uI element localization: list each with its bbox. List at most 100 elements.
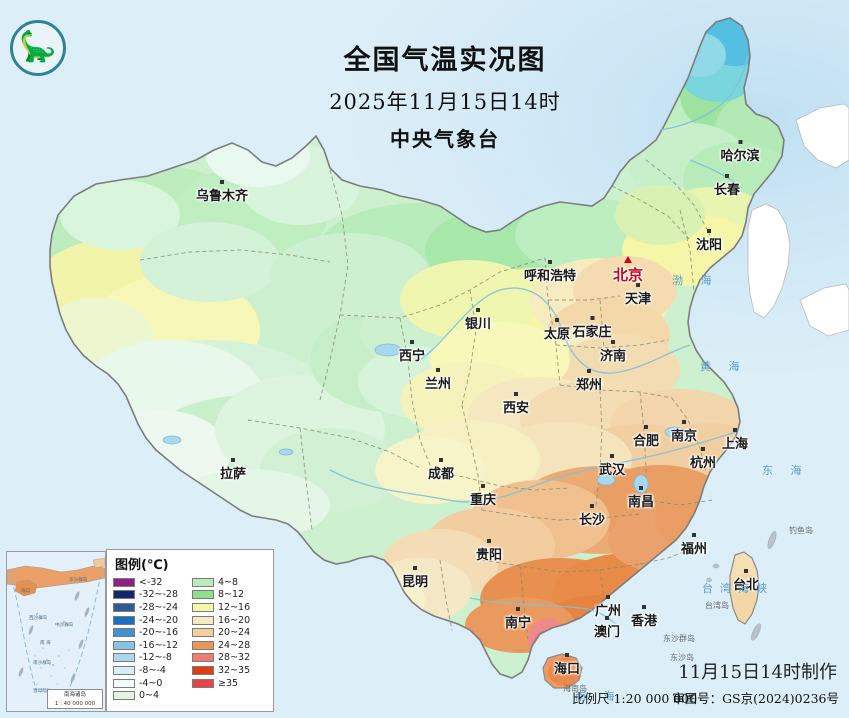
legend-row: 8~12 <box>192 589 267 602</box>
city-label: 台北 <box>732 578 760 593</box>
city-marker: 南京 <box>671 420 697 444</box>
small-islands <box>706 531 777 641</box>
legend-swatch <box>192 653 214 663</box>
legend-row: 32~35 <box>192 664 267 677</box>
sea-label: 东 海 <box>762 464 809 477</box>
legend-label: -20~-16 <box>139 627 178 639</box>
legend-label: -24~-20 <box>139 614 178 626</box>
title-org: 中央气象台 <box>390 127 500 151</box>
city-dot-icon <box>691 533 696 537</box>
city-dot-icon <box>737 140 742 144</box>
legend-label: 28~32 <box>218 652 251 664</box>
city-label: 西安 <box>502 401 530 416</box>
legend-column-left: <-32 -32~-28 -28~-24 -24~-20 -20~-16 -16~-12-… <box>113 576 188 702</box>
legend-swatch <box>113 615 135 625</box>
city-dot-icon <box>480 484 485 488</box>
inset-label: 中沙群岛 <box>55 623 74 628</box>
legend-swatch <box>192 628 214 638</box>
national-border <box>49 17 785 679</box>
island-label: 东沙群岛 <box>663 634 695 643</box>
city-label: 福州 <box>680 542 708 557</box>
legend-label: 32~35 <box>218 664 251 676</box>
city-marker: 乌鲁木齐 <box>196 180 248 204</box>
legend-label: -32~-28 <box>139 589 178 601</box>
city-dot-icon <box>475 308 480 312</box>
city-dot-icon <box>412 566 417 570</box>
sea-label: 渤 海 <box>672 274 719 287</box>
rivers <box>329 55 749 625</box>
city-label: 重庆 <box>469 493 497 508</box>
legend-swatch <box>192 602 214 612</box>
title-datetime: 2025年11月15日14时 <box>329 90 561 114</box>
city-dot-icon <box>700 447 705 451</box>
city-dot-icon <box>706 229 711 233</box>
city-marker: 太原 <box>544 318 570 342</box>
city-label: 太原 <box>543 327 571 342</box>
legend-swatch <box>113 640 135 650</box>
city-label: 合肥 <box>632 434 660 449</box>
city-dot-icon <box>643 425 648 429</box>
legend-label: 0~4 <box>139 690 160 702</box>
legend-swatch <box>192 590 214 600</box>
south-china-sea-inset: 海口 东沙群岛 中沙群岛 西沙群岛 南沙群岛 曾母暗沙 南 海 南海诸岛 1 : 40 00… <box>6 551 106 712</box>
sea-label: 台湾海峡 <box>702 582 774 595</box>
city-dot-icon <box>724 174 729 178</box>
city-dot-icon <box>641 605 646 609</box>
city-label: 昆明 <box>401 575 429 590</box>
legend-row: ≥35 <box>192 677 267 690</box>
city-label: 哈尔滨 <box>720 149 760 164</box>
legend-row: 12~16 <box>192 601 267 614</box>
city-label: 南京 <box>670 429 698 444</box>
legend-label: 20~24 <box>218 627 251 639</box>
city-marker: 沈阳 <box>696 229 722 253</box>
lakes <box>162 343 686 494</box>
city-marker: 天津 <box>625 283 651 307</box>
legend-label: -16~-12 <box>139 639 178 651</box>
city-marker: 贵阳 <box>476 539 502 563</box>
approval-number: 审图号：GS京(2024)0236号 <box>672 691 839 706</box>
city-dot-icon <box>438 458 443 462</box>
city-label: 郑州 <box>575 378 603 393</box>
legend-label: -28~-24 <box>139 601 178 613</box>
legend-row: 20~24 <box>192 626 267 639</box>
city-label: 贵阳 <box>475 548 503 563</box>
city-marker: 北京 <box>613 256 643 285</box>
city-dot-icon <box>486 539 491 543</box>
inset-map-svg <box>7 552 105 711</box>
city-label: 香港 <box>630 614 658 629</box>
city-dot-icon <box>623 256 632 263</box>
inset-label: 南沙群岛 <box>33 661 52 666</box>
legend-swatch <box>192 640 214 650</box>
city-marker: 西宁 <box>399 340 425 364</box>
city-marker: 昆明 <box>402 566 428 590</box>
legend-row: -8~-4 <box>113 664 188 677</box>
city-label: 北京 <box>612 266 644 284</box>
legend-swatch <box>113 590 135 600</box>
province-boundaries <box>139 159 713 641</box>
city-marker: 哈尔滨 <box>720 140 760 164</box>
island-label: 东沙岛 <box>670 653 694 662</box>
city-marker: 西安 <box>503 392 529 416</box>
city-marker: 兰州 <box>425 368 451 392</box>
city-marker: 南宁 <box>505 607 531 631</box>
city-label: 海口 <box>553 662 581 677</box>
inset-scale-box: 南海诸岛 1 : 40 000 000 <box>47 689 103 709</box>
city-marker: 石家庄 <box>572 316 612 340</box>
legend-label: -4~0 <box>139 677 163 689</box>
legend-row: 24~28 <box>192 639 267 652</box>
island-label: 台湾岛 <box>705 601 729 610</box>
foreign-landmass <box>747 103 849 337</box>
city-label: 上海 <box>721 437 749 452</box>
city-dot-icon <box>604 616 609 620</box>
legend-swatch <box>192 665 214 675</box>
city-dot-icon <box>409 340 414 344</box>
city-marker: 济南 <box>600 340 626 364</box>
inset-label: 海口 <box>21 589 31 594</box>
city-dot-icon <box>435 368 440 372</box>
island-label: 钓鱼岛 <box>789 526 813 535</box>
city-dot-icon <box>586 369 591 373</box>
legend-column-right: 4~8 8~12 12~16 16~20 20~24 24~28 28~32 32~35 ≥35 <box>192 576 267 702</box>
legend-row: 0~4 <box>113 689 188 702</box>
